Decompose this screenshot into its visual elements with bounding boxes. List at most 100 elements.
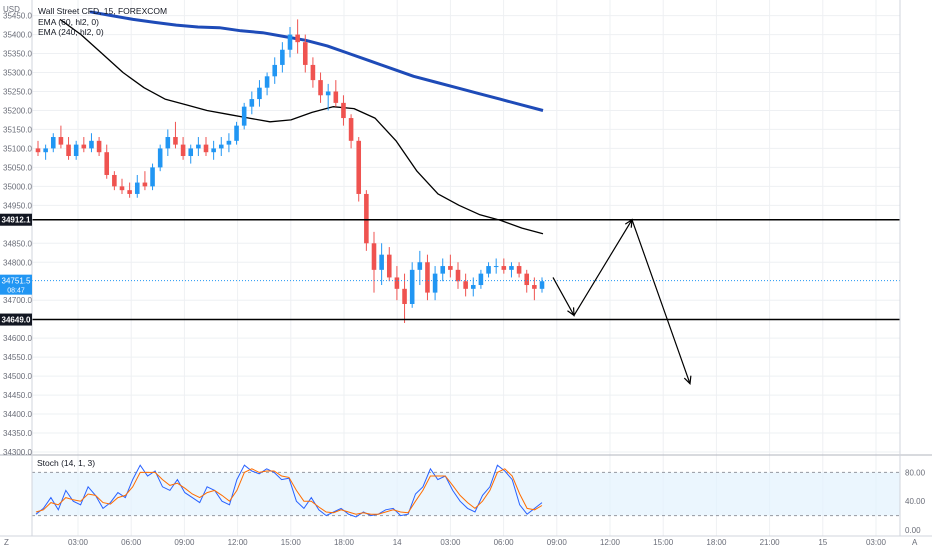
candle-body [89, 140, 94, 149]
candle-body [310, 64, 316, 81]
price-tick-label: 35050.0 [3, 163, 32, 172]
candle-body [448, 266, 453, 270]
candle [112, 171, 117, 191]
candle-body [532, 285, 537, 289]
candle [409, 262, 415, 308]
price-tick-label: 35150.0 [3, 125, 32, 134]
candle [417, 250, 423, 286]
candle-body [112, 174, 117, 187]
candle-body [241, 106, 247, 126]
candle-body [134, 182, 140, 194]
projection-path [552, 218, 691, 384]
candle-body [486, 266, 491, 274]
candle [402, 273, 407, 323]
candle [310, 57, 316, 88]
candle [432, 266, 438, 301]
candle-body [341, 102, 346, 119]
candle-body [150, 167, 155, 187]
candle [234, 121, 239, 145]
candle [226, 133, 232, 153]
candle-body [478, 273, 484, 286]
candle-body [257, 87, 262, 100]
candle-body [264, 76, 270, 88]
candle [43, 144, 48, 160]
price-tick-label: 34500.0 [3, 372, 32, 381]
candle [516, 262, 522, 278]
candle-body [73, 144, 79, 156]
candle [89, 133, 94, 153]
candle [341, 95, 346, 126]
candle [165, 129, 171, 156]
candle-body [501, 266, 507, 270]
candle-body [50, 137, 56, 149]
candle-body [226, 140, 232, 145]
candle [66, 137, 71, 160]
time-tick-label: 06:00 [494, 538, 515, 547]
time-tick-label: 12:00 [228, 538, 249, 547]
candle [104, 144, 110, 179]
candle [379, 243, 384, 286]
price-tick-label: 34700.0 [3, 296, 32, 305]
candle-body [218, 144, 224, 149]
price-tick-label: 34350.0 [3, 429, 32, 438]
upper-level-label-bg [0, 213, 32, 226]
time-tick-label: 15:00 [653, 538, 674, 547]
candle [486, 262, 491, 278]
countdown-label: 08:47 [7, 288, 25, 295]
candle [119, 178, 125, 194]
candle-body [318, 80, 323, 96]
candle-body [35, 148, 41, 153]
price-tick-label: 35300.0 [3, 69, 32, 78]
grid [32, 0, 900, 536]
candle [81, 137, 87, 153]
candle [203, 137, 209, 156]
candle [356, 137, 362, 202]
candle [364, 190, 369, 251]
candle-body [58, 137, 64, 145]
candle-body [302, 42, 308, 65]
candle [157, 144, 163, 172]
candle-body [516, 266, 522, 274]
stoch-tick-label: 40.00 [905, 497, 926, 506]
candle [264, 72, 270, 96]
projection-arrows[interactable] [552, 218, 692, 385]
candle [249, 91, 255, 115]
candle [371, 231, 377, 293]
auto-scale-icon: A [912, 538, 918, 547]
time-tick-label: 06:00 [121, 538, 142, 547]
time-tick-label: 03:00 [68, 538, 89, 547]
candle [50, 133, 56, 153]
ema-240-line [89, 10, 544, 112]
arrowhead-3 [683, 375, 692, 385]
arrowhead-2 [624, 218, 633, 228]
candle [35, 140, 41, 156]
levels[interactable] [32, 218, 900, 321]
price-tick-label: 35200.0 [3, 106, 32, 115]
candle [295, 19, 300, 54]
candles [35, 19, 545, 323]
candle [455, 262, 461, 289]
candle-body [81, 144, 87, 149]
candle [448, 254, 453, 278]
price-tick-label: 35000.0 [3, 182, 32, 191]
candle-body [524, 273, 530, 286]
upper-level-label: 34912.1 [2, 216, 31, 225]
candle-body [173, 137, 178, 145]
candle [188, 144, 194, 164]
time-tick-label: 18:00 [334, 538, 355, 547]
candle [96, 137, 102, 156]
price-axis[interactable]: 35450.0 35400.0 35350.0 35300.0 35250.0 35200… [0, 0, 33, 536]
candle-body [249, 99, 255, 107]
candle [73, 140, 79, 160]
time-tick-label: 15 [818, 538, 827, 547]
price-tick-label: 35350.0 [3, 50, 32, 59]
candle-body [96, 140, 102, 153]
candle-body [425, 262, 430, 293]
candle [134, 174, 140, 198]
candle [58, 125, 64, 149]
candle-body [287, 34, 293, 50]
candle [333, 80, 339, 107]
